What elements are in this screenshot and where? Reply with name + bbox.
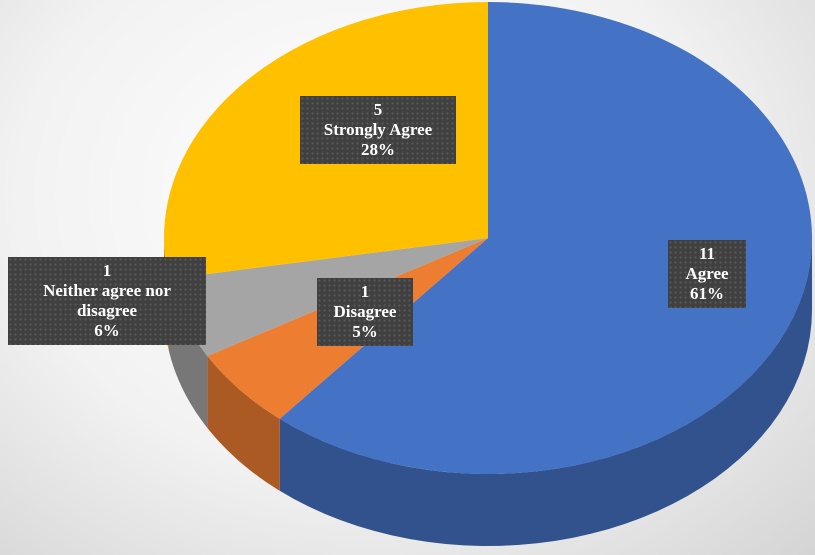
- label-count: 1: [360, 282, 370, 301]
- label-percent: 28%: [361, 140, 395, 159]
- slice: [279, 2, 812, 475]
- data-label: 5 Strongly Agree 28%: [300, 96, 456, 164]
- slice-side: [207, 356, 280, 491]
- label-count: 11: [698, 244, 716, 263]
- label-name: Strongly Agree: [323, 120, 433, 139]
- label-percent: 6%: [94, 321, 120, 340]
- label-count: 5: [373, 100, 383, 119]
- label-name: Neither agree nor disagree: [43, 281, 171, 320]
- data-label: 11 Agree 61%: [668, 240, 746, 308]
- label-percent: 5%: [352, 322, 378, 341]
- label-count: 1: [102, 261, 112, 280]
- slice-side: [279, 238, 812, 546]
- label-percent: 61%: [690, 284, 724, 303]
- label-name: Agree: [685, 264, 729, 283]
- data-label: 1 Neither agree nor disagree 6%: [8, 257, 206, 345]
- data-label: 1 Disagree 5%: [317, 278, 413, 346]
- label-name: Disagree: [333, 302, 397, 321]
